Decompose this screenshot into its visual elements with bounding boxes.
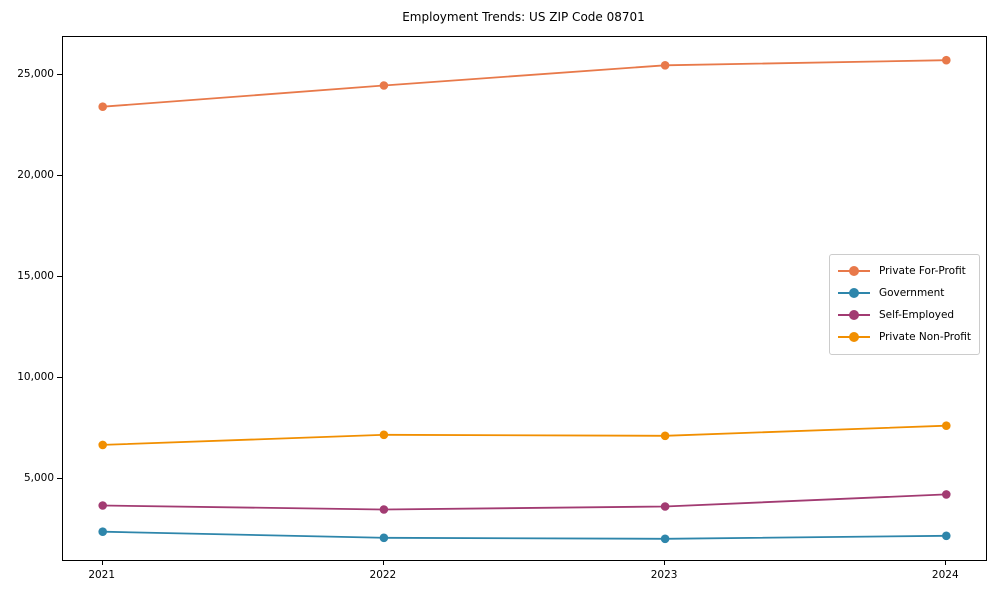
legend-item: Self-Employed <box>837 304 971 326</box>
y-tick-mark <box>57 175 62 177</box>
data-point-marker <box>660 534 670 544</box>
data-point-marker <box>379 430 389 440</box>
legend-label: Government <box>878 287 945 299</box>
series-line <box>102 530 947 540</box>
data-point-marker <box>660 502 670 511</box>
y-tick-label: 10,000 <box>17 371 54 384</box>
data-point-marker <box>942 55 951 65</box>
data-point-marker <box>98 527 107 536</box>
legend-item: Government <box>837 282 971 304</box>
x-tick-mark <box>664 560 666 565</box>
chart-title: Employment Trends: US ZIP Code 08701 <box>402 10 645 24</box>
data-point-marker <box>660 61 670 70</box>
legend-item: Private For-Profit <box>837 260 971 282</box>
x-tick-label: 2024 <box>931 569 959 581</box>
x-tick-label: 2022 <box>369 569 397 581</box>
legend-line-marker-icon <box>837 287 870 299</box>
legend-line-marker-icon <box>837 265 870 277</box>
legend: Private For-Profit Government Self-Employe… <box>828 254 980 355</box>
y-tick-label: 5,000 <box>23 472 54 485</box>
data-point-marker <box>98 102 107 111</box>
legend-label: Private Non-Profit <box>878 331 971 343</box>
series-line <box>102 424 947 446</box>
y-tick-label: 15,000 <box>17 270 54 283</box>
legend-line-marker-icon <box>837 331 870 343</box>
data-point-marker <box>942 490 951 499</box>
y-tick-mark <box>57 377 62 379</box>
y-tick-mark <box>57 478 62 480</box>
data-point-marker <box>98 501 107 510</box>
line-plot-canvas <box>98 55 951 544</box>
x-tick-label: 2021 <box>88 569 116 581</box>
y-tick-label: 20,000 <box>17 169 54 182</box>
data-point-marker <box>942 421 951 431</box>
legend-label: Private For-Profit <box>878 265 966 277</box>
data-point-marker <box>660 431 670 441</box>
x-tick-label: 2023 <box>650 569 678 581</box>
legend-item: Private Non-Profit <box>837 326 971 348</box>
data-point-marker <box>379 505 389 514</box>
legend-line-marker-icon <box>837 309 870 321</box>
data-point-marker <box>379 81 389 90</box>
x-tick-mark <box>101 560 103 565</box>
x-tick-mark <box>382 560 384 565</box>
y-tick-mark <box>57 74 62 76</box>
x-tick-mark <box>945 560 947 565</box>
series-line <box>102 493 947 511</box>
series-line <box>102 59 947 108</box>
data-point-marker <box>942 531 951 541</box>
data-point-marker <box>98 440 107 450</box>
data-point-marker <box>379 533 389 543</box>
legend-label: Self-Employed <box>878 309 955 321</box>
y-tick-mark <box>57 276 62 278</box>
y-tick-label: 25,000 <box>17 68 54 81</box>
